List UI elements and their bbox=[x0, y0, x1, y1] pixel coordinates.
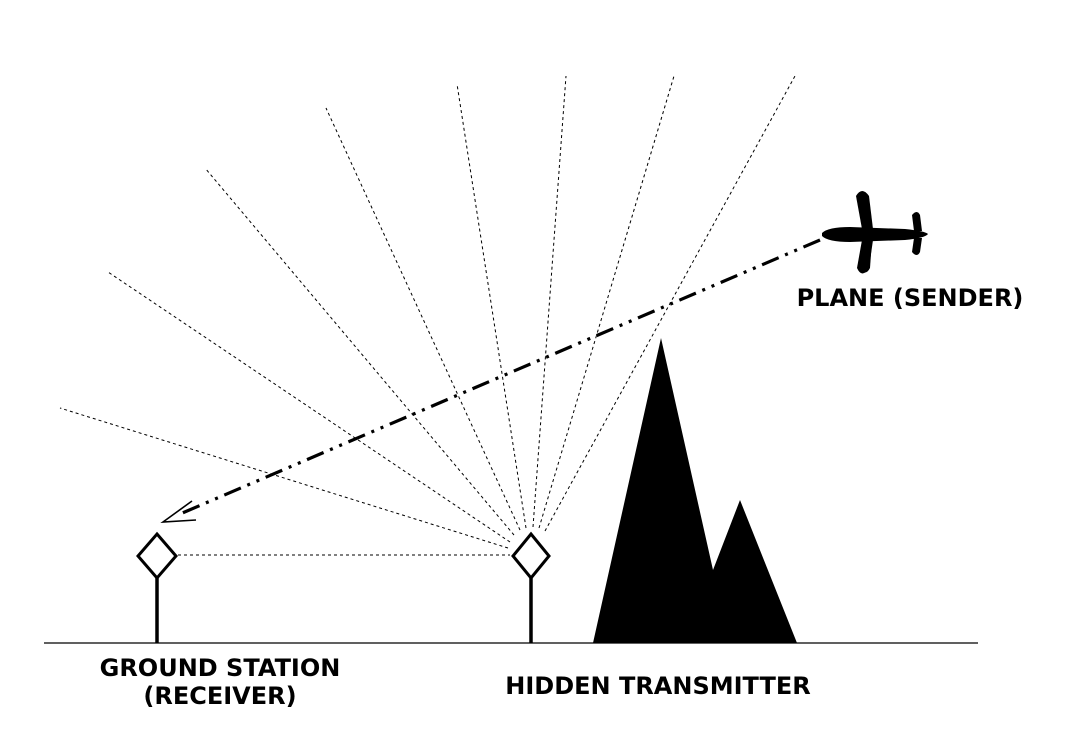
mountain-icon bbox=[593, 338, 797, 643]
plane-sender-label: PLANE (SENDER) bbox=[796, 284, 1024, 312]
ground-station-label: GROUND STATION (RECEIVER) bbox=[60, 654, 380, 710]
ray bbox=[325, 107, 521, 531]
airplane-icon bbox=[822, 191, 928, 274]
ground-station-label-line1: GROUND STATION bbox=[99, 654, 341, 682]
ground-station-antenna-diamond-icon bbox=[136, 531, 178, 643]
ray bbox=[59, 407, 509, 549]
hidden-transmitter-label: HIDDEN TRANSMITTER bbox=[505, 672, 811, 700]
ray bbox=[204, 167, 515, 536]
arrowhead-icon bbox=[160, 500, 197, 523]
ray bbox=[538, 75, 675, 529]
ray bbox=[532, 75, 567, 528]
hidden-transmitter-antenna-diamond-icon bbox=[511, 531, 551, 643]
ray bbox=[107, 271, 511, 543]
ground-station-label-line2: (RECEIVER) bbox=[143, 682, 297, 710]
direct-signal-line bbox=[179, 238, 821, 516]
ray bbox=[456, 83, 527, 529]
